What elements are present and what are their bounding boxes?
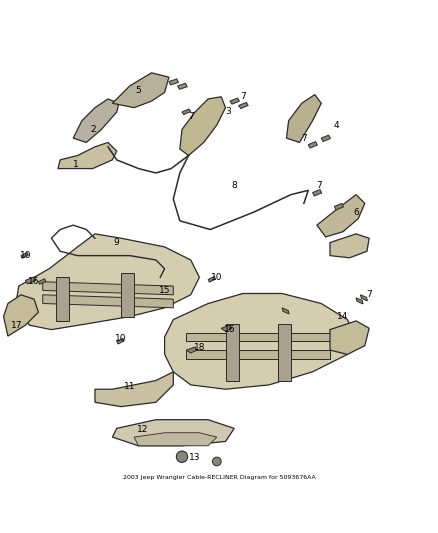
- Text: 14: 14: [337, 312, 349, 321]
- Text: 12: 12: [137, 425, 148, 434]
- Polygon shape: [95, 372, 173, 407]
- Polygon shape: [25, 277, 36, 284]
- Polygon shape: [169, 79, 179, 85]
- Text: 5: 5: [136, 86, 141, 95]
- Polygon shape: [356, 298, 363, 304]
- Polygon shape: [113, 419, 234, 446]
- Polygon shape: [43, 282, 173, 295]
- Text: 10: 10: [115, 334, 127, 343]
- Polygon shape: [43, 295, 173, 308]
- Polygon shape: [186, 350, 330, 359]
- Text: 2: 2: [90, 125, 95, 134]
- Text: 18: 18: [194, 343, 205, 352]
- Circle shape: [212, 457, 221, 466]
- Text: 2003 Jeep Wrangler Cable-RECLINER Diagram for 5093676AA: 2003 Jeep Wrangler Cable-RECLINER Diagra…: [123, 475, 315, 480]
- Text: 4: 4: [334, 120, 339, 130]
- Polygon shape: [4, 295, 39, 336]
- Polygon shape: [186, 333, 330, 341]
- Polygon shape: [117, 338, 124, 344]
- Polygon shape: [308, 142, 318, 148]
- Polygon shape: [330, 234, 369, 258]
- Circle shape: [177, 451, 187, 462]
- Text: 1: 1: [73, 160, 78, 169]
- Polygon shape: [334, 204, 343, 210]
- Polygon shape: [121, 273, 134, 317]
- Text: 7: 7: [188, 112, 194, 121]
- Polygon shape: [58, 142, 117, 168]
- Polygon shape: [286, 94, 321, 142]
- Text: 17: 17: [11, 321, 22, 330]
- Text: 15: 15: [159, 286, 170, 295]
- Polygon shape: [21, 253, 28, 258]
- Polygon shape: [182, 109, 191, 115]
- Text: 3: 3: [225, 108, 230, 117]
- Text: 8: 8: [231, 181, 237, 190]
- Polygon shape: [178, 83, 187, 90]
- Text: 10: 10: [20, 251, 31, 260]
- Text: 16: 16: [28, 277, 40, 286]
- Polygon shape: [39, 279, 46, 284]
- Text: 7: 7: [240, 92, 246, 101]
- Polygon shape: [73, 99, 119, 142]
- Text: 7: 7: [366, 290, 372, 300]
- Text: 6: 6: [353, 207, 359, 216]
- Polygon shape: [186, 347, 197, 353]
- Text: 10: 10: [211, 273, 223, 282]
- Text: 13: 13: [189, 453, 201, 462]
- Polygon shape: [56, 277, 69, 321]
- Polygon shape: [317, 195, 365, 237]
- Text: 16: 16: [224, 325, 236, 334]
- Polygon shape: [313, 189, 322, 196]
- Polygon shape: [239, 102, 248, 109]
- Polygon shape: [208, 277, 215, 282]
- Polygon shape: [180, 97, 226, 156]
- Polygon shape: [230, 98, 240, 104]
- Polygon shape: [165, 294, 356, 389]
- Polygon shape: [191, 116, 199, 121]
- Polygon shape: [330, 321, 369, 354]
- Polygon shape: [278, 324, 291, 381]
- Polygon shape: [321, 135, 330, 142]
- Polygon shape: [17, 234, 199, 329]
- Polygon shape: [221, 325, 232, 332]
- Text: 7: 7: [301, 134, 307, 143]
- Text: 9: 9: [114, 238, 120, 247]
- Polygon shape: [134, 433, 217, 446]
- Polygon shape: [282, 308, 289, 314]
- Polygon shape: [360, 295, 367, 301]
- Polygon shape: [226, 324, 239, 381]
- Text: 7: 7: [316, 181, 322, 190]
- Polygon shape: [113, 73, 169, 108]
- Text: 11: 11: [124, 382, 135, 391]
